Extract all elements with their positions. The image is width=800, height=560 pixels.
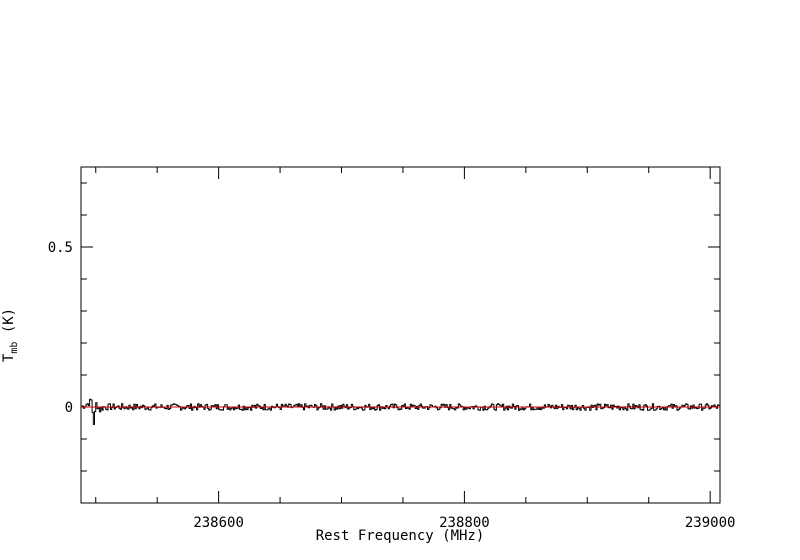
y-axis-label: Tmb (K) — [1, 308, 20, 362]
x-tick-label: 238800 — [439, 515, 490, 531]
series-layer — [81, 398, 720, 425]
x-tick-label: 239000 — [685, 515, 736, 531]
axis-ticks — [81, 167, 720, 503]
y-tick-label: 0 — [65, 400, 73, 416]
spectrum-series — [81, 398, 720, 425]
y-axis-label-subscript: mb — [9, 342, 20, 354]
y-axis-label-main: T — [1, 353, 17, 362]
x-axis-label: Rest Frequency (MHz) — [316, 528, 485, 544]
x-tick-labels: 238600 238800 239000 — [193, 515, 735, 531]
y-axis-label-unit: (K) — [1, 308, 17, 342]
x-tick-label: 238600 — [193, 515, 244, 531]
y-tick-label: 0.5 — [48, 240, 73, 256]
plot-frame — [80, 166, 721, 504]
y-tick-labels: 00.5 — [48, 240, 73, 416]
